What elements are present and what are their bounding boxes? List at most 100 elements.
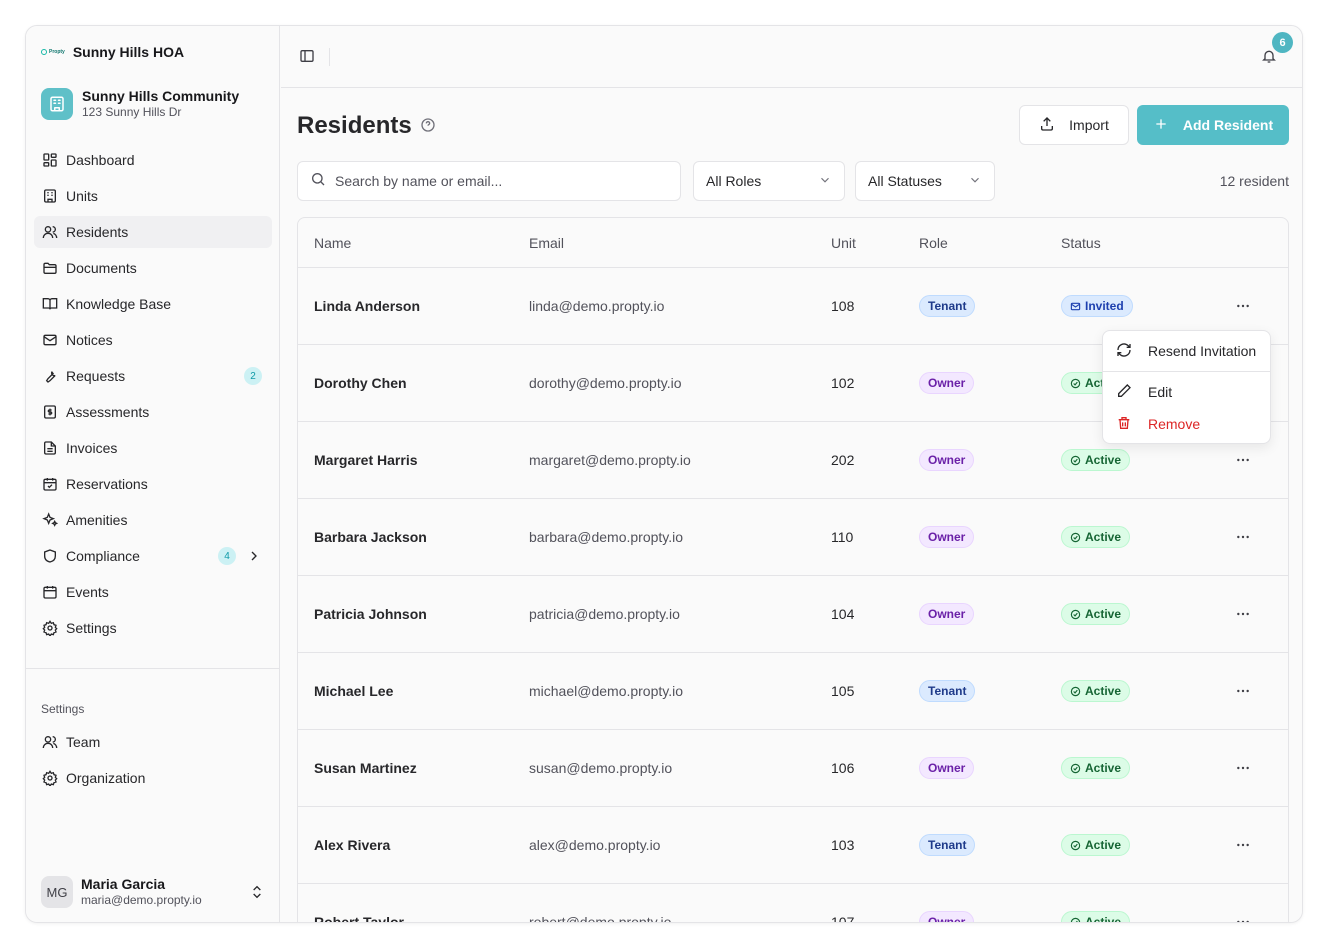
sidebar-item-requests[interactable]: Requests 2 — [34, 360, 272, 392]
sidebar-item-invoices[interactable]: Invoices — [34, 432, 272, 464]
row-actions-button[interactable] — [1235, 606, 1251, 625]
chevrons-up-down-icon — [249, 884, 265, 905]
calendar-icon — [42, 584, 58, 600]
table-row[interactable]: Linda Anderson linda@demo.propty.io 108 … — [298, 268, 1288, 345]
sidebar-item-units[interactable]: Units — [34, 180, 272, 212]
column-header-role[interactable]: Role — [919, 235, 948, 251]
resident-unit: 107 — [831, 914, 855, 923]
row-actions-button[interactable] — [1235, 914, 1251, 922]
table-row[interactable]: Alex Rivera alex@demo.propty.io 103 Tena… — [298, 807, 1288, 884]
sidebar-item-assessments[interactable]: Assessments — [34, 396, 272, 428]
role-badge: Tenant — [919, 680, 976, 702]
check-circle-icon — [1070, 455, 1081, 465]
resend-invitation-menu-item[interactable]: Resend Invitation — [1103, 335, 1270, 367]
resident-unit: 103 — [831, 837, 855, 853]
check-circle-icon — [1070, 840, 1081, 850]
resident-unit: 202 — [831, 452, 855, 468]
status-badge: Active — [1061, 911, 1131, 922]
resident-unit: 105 — [831, 683, 855, 699]
resident-email: alex@demo.propty.io — [529, 837, 661, 853]
row-actions-button[interactable] — [1235, 452, 1251, 471]
resident-email: susan@demo.propty.io — [529, 760, 673, 776]
trash-icon — [1116, 415, 1132, 434]
dashboard-icon — [42, 152, 58, 168]
sidebar-item-knowledge-base[interactable]: Knowledge Base — [34, 288, 272, 320]
status-filter-select[interactable]: All Statuses — [855, 161, 995, 201]
refresh-icon — [1116, 342, 1132, 361]
resident-unit: 102 — [831, 375, 855, 391]
gear-icon — [42, 770, 58, 786]
column-header-email[interactable]: Email — [529, 235, 565, 251]
table-row[interactable]: Dorothy Chen dorothy@demo.propty.io 102 … — [298, 345, 1288, 422]
sidebar-item-label: Team — [66, 734, 101, 750]
calendar-check-icon — [42, 476, 58, 492]
sidebar-item-notices[interactable]: Notices — [34, 324, 272, 356]
resident-name: Patricia Johnson — [314, 606, 427, 622]
row-actions-button[interactable] — [1235, 529, 1251, 548]
row-actions-button[interactable] — [1235, 837, 1251, 856]
add-resident-button[interactable]: Add Resident — [1137, 105, 1289, 145]
chevron-right-icon[interactable] — [246, 548, 262, 567]
help-circle-icon[interactable] — [420, 112, 436, 140]
brand[interactable]: Propty Sunny Hills HOA — [41, 44, 184, 60]
import-button[interactable]: Import — [1019, 105, 1129, 145]
sidebar-item-residents[interactable]: Residents — [34, 216, 272, 248]
column-header-status[interactable]: Status — [1061, 235, 1101, 251]
row-actions-button[interactable] — [1235, 683, 1251, 702]
table-row[interactable]: Robert Taylor robert@demo.propty.io 107 … — [298, 884, 1288, 923]
bell-icon[interactable] — [1261, 48, 1277, 69]
building-icon — [42, 188, 58, 204]
more-horizontal-icon — [1237, 920, 1249, 922]
row-actions-button[interactable] — [1235, 298, 1251, 317]
community-switcher[interactable]: Sunny Hills Community 123 Sunny Hills Dr — [41, 88, 239, 120]
chevron-down-icon — [968, 173, 982, 190]
table-row[interactable]: Susan Martinez susan@demo.propty.io 106 … — [298, 730, 1288, 807]
sidebar-item-reservations[interactable]: Reservations — [34, 468, 272, 500]
table-row[interactable]: Barbara Jackson barbara@demo.propty.io 1… — [298, 499, 1288, 576]
sidebar-item-events[interactable]: Events — [34, 576, 272, 608]
app-window: Propty Sunny Hills HOA Sunny Hills Commu… — [25, 25, 1303, 923]
sidebar-item-settings[interactable]: Settings — [34, 612, 272, 644]
more-horizontal-icon — [1237, 843, 1249, 847]
sidebar-item-label: Events — [66, 584, 109, 600]
table-row[interactable]: Patricia Johnson patricia@demo.propty.io… — [298, 576, 1288, 653]
main-nav: Dashboard Units Residents Documents Know… — [34, 144, 272, 648]
table-header: Name Email Unit Role Status — [298, 218, 1288, 268]
column-header-name[interactable]: Name — [314, 235, 352, 251]
role-badge: Owner — [919, 603, 975, 625]
row-actions-button[interactable] — [1235, 760, 1251, 779]
role-filter-select[interactable]: All Roles — [693, 161, 845, 201]
more-horizontal-icon — [1237, 766, 1249, 770]
avatar: MG — [41, 876, 73, 908]
sparkles-icon — [42, 512, 58, 528]
column-header-unit[interactable]: Unit — [831, 235, 856, 251]
sidebar-item-documents[interactable]: Documents — [34, 252, 272, 284]
sidebar-item-compliance[interactable]: Compliance 4 — [34, 540, 272, 572]
sidebar-toggle-icon[interactable] — [299, 48, 315, 69]
building-icon — [41, 88, 73, 120]
table-row[interactable]: Margaret Harris margaret@demo.propty.io … — [298, 422, 1288, 499]
edit-menu-item[interactable]: Edit — [1103, 376, 1270, 408]
remove-menu-item[interactable]: Remove — [1103, 408, 1270, 440]
pencil-icon — [1116, 383, 1132, 402]
resident-name: Linda Anderson — [314, 298, 421, 314]
sidebar-item-label: Knowledge Base — [66, 296, 172, 312]
main-content: 6 Residents Import Add Resident All Role… — [281, 26, 1302, 923]
search-input[interactable] — [335, 173, 655, 189]
user-menu[interactable]: MG Maria Garcia maria@demo.propty.io — [41, 876, 271, 908]
check-circle-icon — [1070, 686, 1081, 696]
table-row[interactable]: Michael Lee michael@demo.propty.io 105 T… — [298, 653, 1288, 730]
resident-unit: 110 — [831, 529, 854, 545]
more-horizontal-icon — [1237, 689, 1249, 693]
resident-name: Robert Taylor — [314, 914, 404, 923]
sidebar-item-team[interactable]: Team — [34, 726, 272, 758]
resident-name: Margaret Harris — [314, 452, 418, 468]
resident-unit: 104 — [831, 606, 855, 622]
folder-icon — [42, 260, 58, 276]
file-icon — [42, 440, 58, 456]
sidebar-item-organization[interactable]: Organization — [34, 762, 272, 794]
resident-name: Alex Rivera — [314, 837, 391, 853]
sidebar-item-dashboard[interactable]: Dashboard — [34, 144, 272, 176]
resident-email: barbara@demo.propty.io — [529, 529, 684, 545]
sidebar-item-amenities[interactable]: Amenities — [34, 504, 272, 536]
